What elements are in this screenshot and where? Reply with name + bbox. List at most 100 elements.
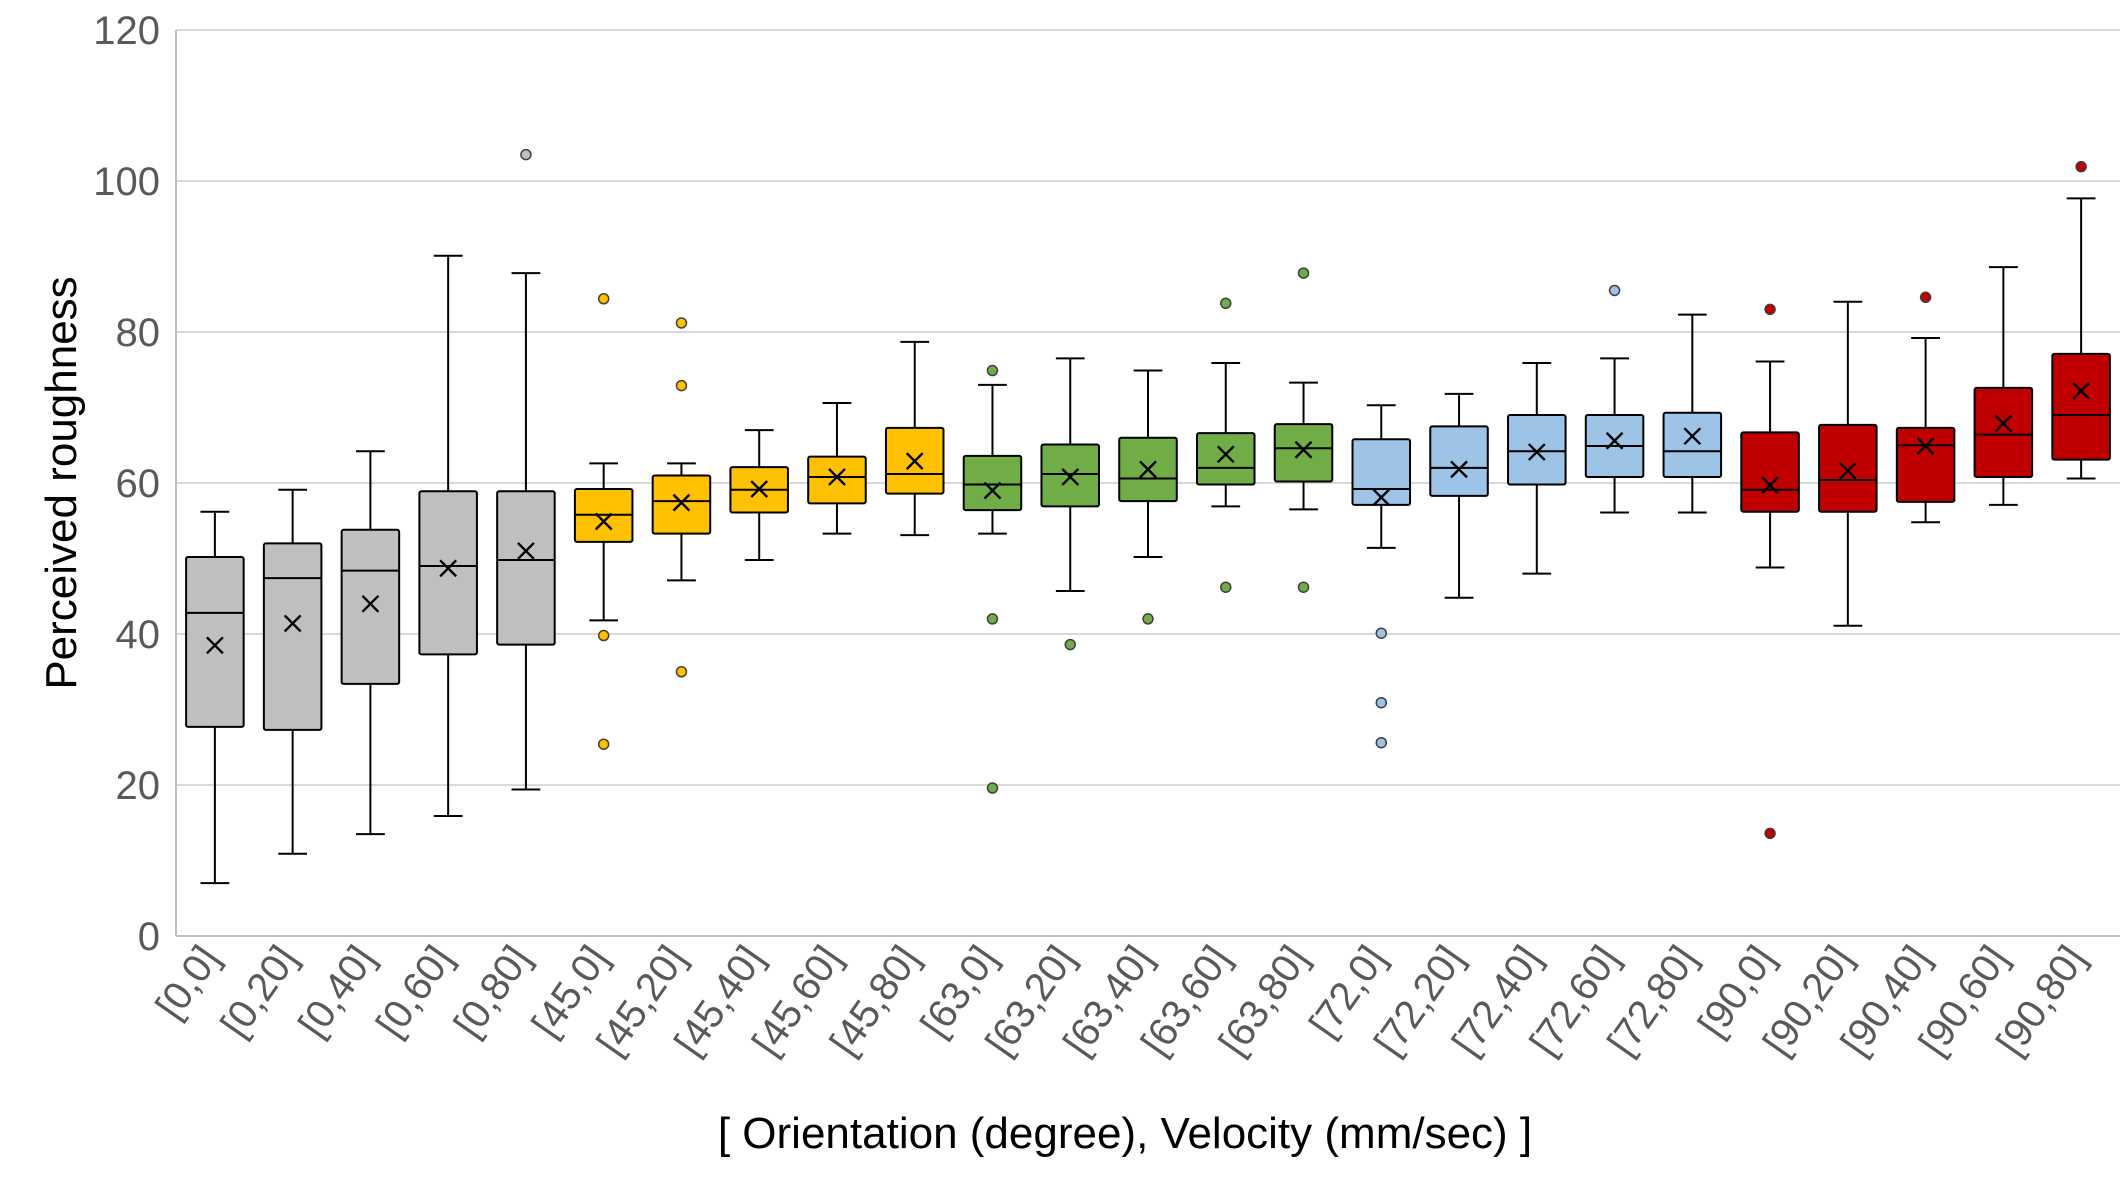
- plot-frame: [175, 30, 2120, 937]
- box-[72,20]: [1429, 392, 1489, 599]
- outlier-point: [986, 364, 999, 377]
- box-iqr: [1662, 411, 1723, 478]
- x-tick-label: [0,40]: [290, 938, 383, 1045]
- mean-marker: [1061, 468, 1080, 486]
- box-[90,60]: [1973, 266, 2034, 506]
- box-[45,60]: [807, 401, 867, 535]
- mean-marker: [1527, 443, 1546, 461]
- y-tick-label: 100: [93, 160, 160, 204]
- outlier-point: [1220, 297, 1232, 310]
- box-iqr: [1429, 425, 1489, 497]
- box-[90,80]: [2051, 160, 2111, 480]
- mean-marker: [1994, 414, 2013, 433]
- box-iqr: [418, 490, 478, 656]
- box-iqr: [962, 454, 1023, 512]
- mean-marker: [594, 512, 613, 531]
- mean-marker: [1838, 462, 1857, 480]
- mean-marker: [828, 468, 846, 486]
- y-tick-label: 80: [116, 311, 161, 355]
- box-[63,0]: [962, 364, 1023, 794]
- mean-marker: [1683, 427, 1702, 446]
- box-[72,0]: [1351, 404, 1412, 749]
- mean-marker: [750, 480, 769, 498]
- box-[45,80]: [884, 340, 945, 537]
- box-iqr: [651, 474, 712, 535]
- mean-marker: [517, 542, 535, 560]
- x-tick-label: [0,60]: [368, 938, 461, 1045]
- box-[63,20]: [1040, 357, 1101, 651]
- box-[45,20]: [651, 317, 712, 678]
- box-[0,80]: [496, 148, 556, 791]
- mean-marker: [983, 481, 1002, 500]
- outlier-point: [1375, 627, 1388, 639]
- box-[0,40]: [340, 450, 401, 836]
- outlier-point: [1375, 696, 1388, 709]
- outlier-point: [675, 379, 688, 392]
- box-[63,40]: [1118, 369, 1178, 625]
- box-iqr: [496, 490, 556, 646]
- box-iqr: [1273, 423, 1334, 483]
- mean-marker: [283, 614, 302, 633]
- y-tick-label: 120: [93, 9, 160, 53]
- mean-marker: [1216, 445, 1235, 464]
- box-iqr: [1973, 386, 2034, 478]
- outlier-point: [675, 666, 688, 678]
- box-iqr: [1351, 438, 1412, 506]
- mean-marker: [1605, 431, 1624, 450]
- box-iqr: [1895, 426, 1956, 503]
- box-[45,40]: [729, 429, 789, 562]
- y-axis-title: Perceived roughness: [37, 276, 86, 689]
- y-tick-label: 0: [138, 915, 160, 959]
- mean-marker: [1916, 437, 1935, 455]
- box-[0,0]: [185, 510, 245, 885]
- box-[0,60]: [418, 254, 478, 817]
- box-[0,20]: [262, 488, 323, 855]
- outlier-point: [597, 293, 610, 305]
- mean-marker: [1450, 460, 1468, 479]
- outlier-point: [1142, 613, 1154, 625]
- box-iqr: [1740, 431, 1800, 513]
- outlier-point: [1375, 736, 1388, 749]
- outlier-point: [1220, 581, 1232, 593]
- box-iqr: [262, 542, 323, 731]
- box-series: [185, 148, 2111, 885]
- box-[63,80]: [1273, 267, 1334, 593]
- box-iqr: [340, 528, 401, 685]
- outlier-point: [1297, 267, 1310, 279]
- mean-marker: [439, 559, 458, 578]
- outlier-point: [1919, 291, 1932, 304]
- outlier-point: [1764, 827, 1776, 840]
- outlier-point: [1608, 284, 1621, 297]
- mean-marker: [2072, 382, 2090, 400]
- outlier-point: [986, 613, 999, 625]
- outlier-point: [986, 782, 999, 794]
- box-[45,0]: [573, 293, 634, 750]
- outlier-point: [2075, 160, 2087, 173]
- box-iqr: [185, 555, 245, 728]
- outlier-point: [520, 148, 532, 161]
- mean-marker: [1761, 476, 1779, 495]
- outlier-point: [597, 738, 610, 750]
- box-iqr: [1195, 432, 1256, 486]
- x-axis-title: [ Orientation (degree), Velocity (mm/sec…: [718, 1109, 1532, 1158]
- outlier-point: [1297, 581, 1310, 593]
- box-[63,60]: [1195, 297, 1256, 593]
- box-iqr: [2051, 352, 2111, 461]
- box-iqr: [807, 455, 867, 505]
- box-iqr: [1818, 423, 1878, 513]
- outlier-point: [1064, 638, 1076, 651]
- box-[90,40]: [1895, 291, 1956, 524]
- box-[90,0]: [1740, 303, 1800, 840]
- box-iqr: [1507, 414, 1567, 486]
- mean-marker: [905, 452, 924, 470]
- box-[72,80]: [1662, 313, 1723, 514]
- box-[72,40]: [1507, 361, 1567, 575]
- y-tick-label: 20: [116, 764, 161, 808]
- mean-marker: [1294, 440, 1313, 459]
- mean-marker: [361, 594, 380, 613]
- y-tick-label: 40: [116, 613, 161, 657]
- mean-marker: [206, 636, 224, 655]
- outlier-point: [597, 629, 610, 642]
- box-[72,60]: [1584, 284, 1645, 514]
